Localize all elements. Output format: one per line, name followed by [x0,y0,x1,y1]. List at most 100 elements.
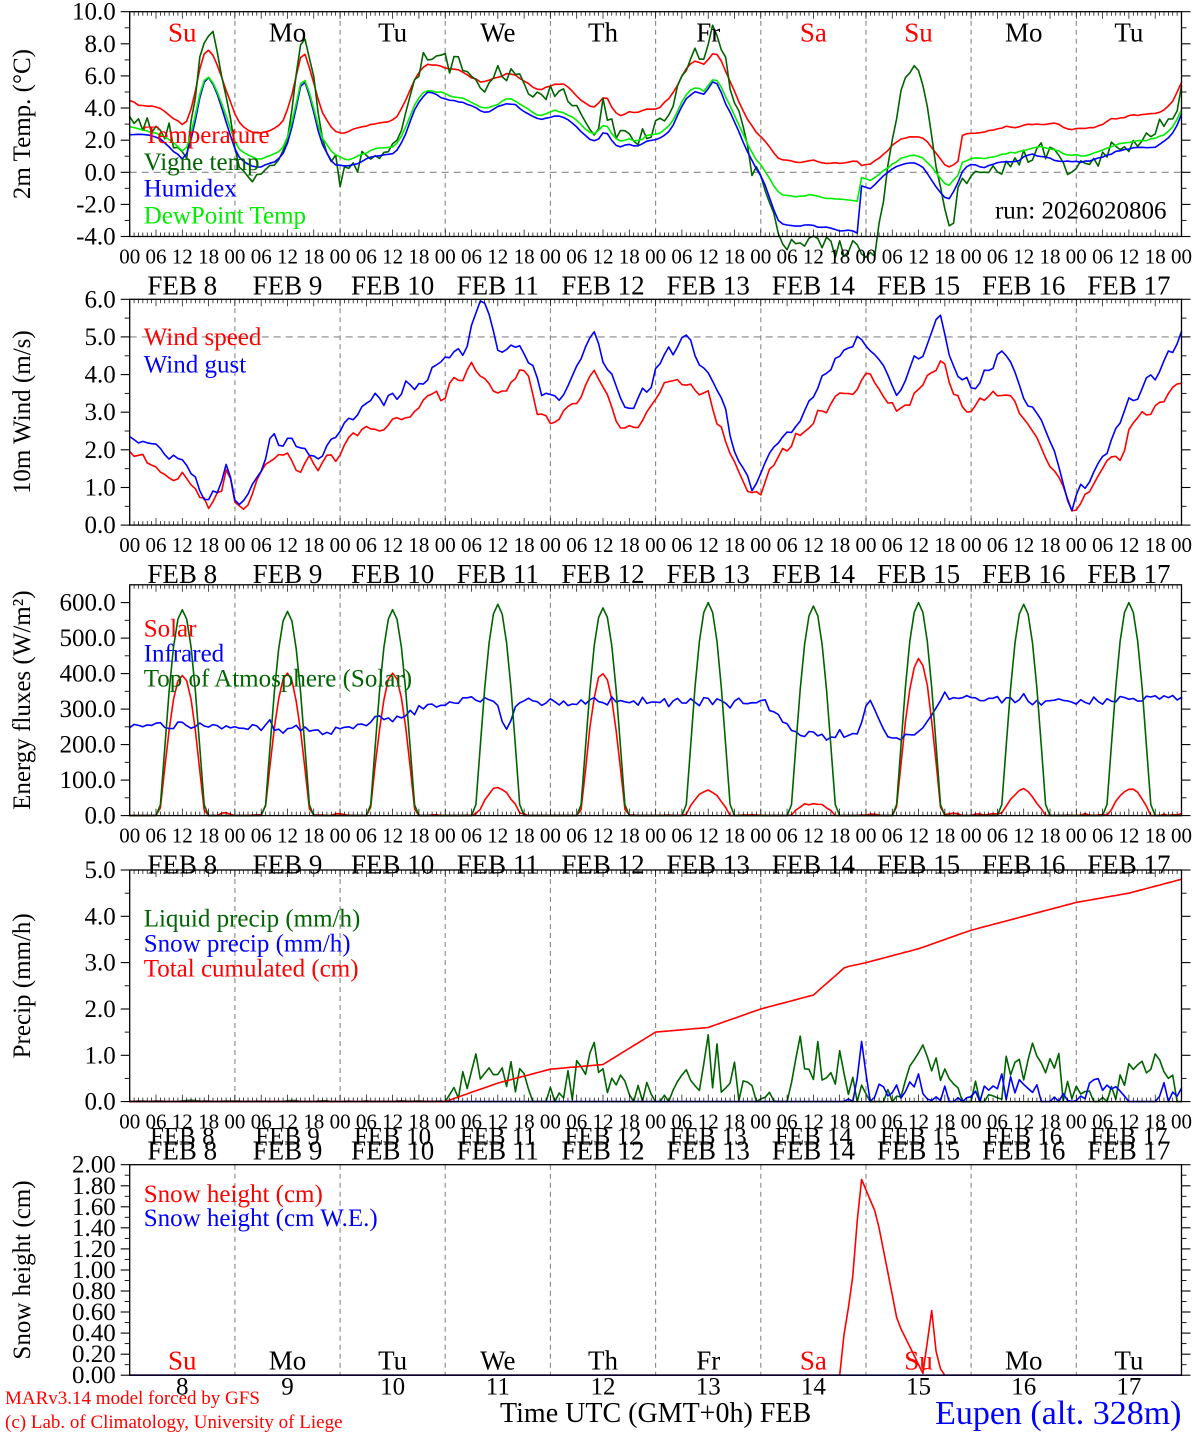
svg-text:FEB 11: FEB 11 [457,271,539,301]
svg-text:FEB 16: FEB 16 [982,271,1065,301]
svg-text:1.0: 1.0 [84,1042,115,1069]
svg-text:1.0: 1.0 [84,475,115,502]
svg-text:00: 00 [1066,533,1087,557]
svg-text:00: 00 [750,245,771,269]
svg-text:12: 12 [698,245,719,269]
svg-text:Snow height (cm W.E.): Snow height (cm W.E.) [144,1205,378,1232]
svg-text:-2.0: -2.0 [76,191,116,218]
svg-text:12: 12 [908,245,929,269]
svg-text:8.0: 8.0 [84,31,115,58]
svg-text:11: 11 [486,1373,510,1400]
svg-text:12: 12 [803,245,824,269]
svg-text:06: 06 [461,824,482,848]
svg-text:06: 06 [146,533,167,557]
svg-text:06: 06 [566,824,587,848]
svg-text:12: 12 [487,533,508,557]
svg-text:12: 12 [593,533,614,557]
svg-text:00: 00 [119,245,140,269]
svg-text:Sa: Sa [800,1346,827,1376]
svg-text:18: 18 [408,824,429,848]
svg-text:18: 18 [1040,533,1061,557]
svg-text:00: 00 [645,1110,666,1134]
svg-text:06: 06 [1092,824,1113,848]
svg-text:3.0: 3.0 [84,950,115,977]
svg-text:2.0: 2.0 [84,127,115,154]
svg-text:12: 12 [908,533,929,557]
svg-text:06: 06 [777,533,798,557]
svg-text:FEB 15: FEB 15 [877,271,960,301]
svg-text:FEB 8: FEB 8 [150,1124,215,1151]
svg-text:00: 00 [856,824,877,848]
svg-text:00: 00 [856,245,877,269]
svg-text:06: 06 [671,245,692,269]
svg-text:00: 00 [961,245,982,269]
svg-text:12: 12 [487,245,508,269]
svg-text:FEB 13: FEB 13 [667,271,750,301]
svg-text:00: 00 [645,824,666,848]
svg-text:12: 12 [1013,533,1034,557]
svg-text:12: 12 [1118,245,1139,269]
svg-text:Tu: Tu [1114,18,1144,48]
svg-text:06: 06 [671,824,692,848]
svg-text:18: 18 [934,533,955,557]
svg-text:10.0: 10.0 [72,0,116,26]
svg-text:00: 00 [330,1110,351,1134]
svg-text:00: 00 [750,824,771,848]
svg-text:00: 00 [1171,1110,1192,1134]
svg-text:12: 12 [1013,245,1034,269]
svg-text:00: 00 [435,1110,456,1134]
svg-text:600.0: 600.0 [59,590,115,617]
svg-text:00: 00 [645,533,666,557]
svg-text:00: 00 [435,824,456,848]
svg-text:18: 18 [514,824,535,848]
svg-text:Fr: Fr [696,18,720,48]
svg-text:Tu: Tu [378,18,408,48]
svg-text:We: We [480,1346,515,1376]
svg-text:00: 00 [224,1110,245,1134]
svg-text:12: 12 [803,824,824,848]
svg-text:Eupen (alt. 328m): Eupen (alt. 328m) [935,1395,1181,1432]
svg-text:12: 12 [1118,824,1139,848]
svg-text:FEB 10: FEB 10 [351,271,434,301]
svg-text:00: 00 [1066,1110,1087,1134]
svg-text:06: 06 [987,824,1008,848]
svg-text:06: 06 [461,533,482,557]
svg-text:06: 06 [566,533,587,557]
svg-text:18: 18 [1145,533,1166,557]
svg-text:Vigne temp: Vigne temp [144,149,260,176]
svg-text:FEB 10: FEB 10 [354,1124,431,1151]
svg-text:06: 06 [671,533,692,557]
svg-text:18: 18 [619,533,640,557]
svg-text:18: 18 [724,533,745,557]
svg-text:Th: Th [588,1346,618,1376]
svg-text:18: 18 [408,533,429,557]
svg-text:500.0: 500.0 [59,625,115,652]
svg-text:12: 12 [382,533,403,557]
svg-text:3.0: 3.0 [84,399,115,426]
svg-text:Th: Th [588,18,618,48]
svg-text:00: 00 [435,245,456,269]
svg-text:12: 12 [1118,533,1139,557]
svg-text:Energy fluxes (W/m²): Energy fluxes (W/m²) [9,590,36,809]
svg-text:06: 06 [251,245,272,269]
svg-text:We: We [480,18,515,48]
svg-text:12: 12 [698,824,719,848]
svg-text:Mo: Mo [269,18,307,48]
svg-text:Infrared: Infrared [144,641,225,668]
svg-text:06: 06 [1092,245,1113,269]
svg-text:18: 18 [303,824,324,848]
svg-text:00: 00 [224,245,245,269]
svg-text:12: 12 [277,245,298,269]
svg-text:00: 00 [750,533,771,557]
svg-text:Top of Atmosphere (Solar): Top of Atmosphere (Solar) [144,666,412,693]
svg-text:12: 12 [1013,824,1034,848]
svg-text:Snow height (cm): Snow height (cm) [9,1180,36,1359]
svg-text:00: 00 [224,533,245,557]
svg-text:6.0: 6.0 [84,286,115,313]
svg-text:12: 12 [172,533,193,557]
svg-text:Temperature: Temperature [144,122,270,149]
svg-text:12: 12 [487,824,508,848]
svg-text:06: 06 [987,245,1008,269]
svg-text:Sa: Sa [800,18,827,48]
svg-text:00: 00 [1171,533,1192,557]
